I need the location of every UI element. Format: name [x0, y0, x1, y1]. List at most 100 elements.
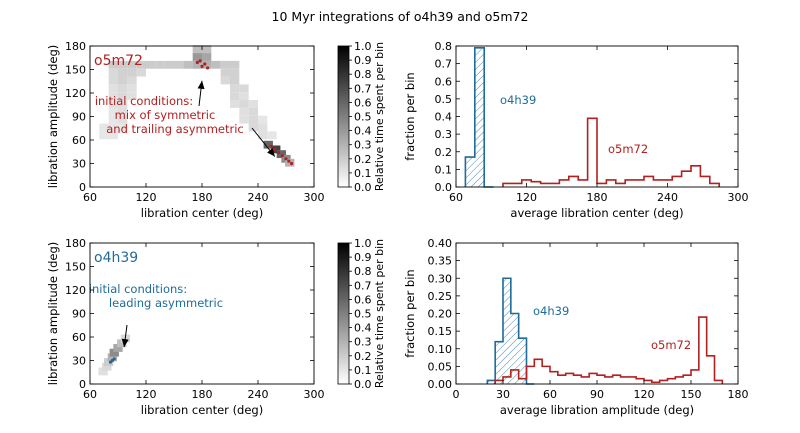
y-tick-label: 0.3 — [435, 128, 453, 141]
density-cell — [276, 150, 286, 159]
x-tick-label: 120 — [136, 191, 157, 204]
initial-condition-point — [198, 59, 202, 63]
annotation-text: initial conditions: — [95, 94, 193, 108]
x-tick-label: 60 — [543, 388, 557, 401]
colorbar-tick-label: 0.4 — [354, 125, 372, 138]
x-tick-label: 240 — [248, 388, 269, 401]
density-cell — [239, 115, 249, 124]
initial-condition-point — [280, 154, 284, 158]
series-label-o4h39: o4h39 — [500, 93, 536, 107]
x-axis-label: average libration amplitude (deg) — [500, 403, 694, 417]
series-label-o5m72: o5m72 — [608, 142, 648, 156]
density-cell — [230, 92, 240, 101]
x-tick-label: 300 — [304, 388, 325, 401]
series-label-o5m72: o5m72 — [651, 338, 691, 352]
y-tick-label: 120 — [65, 284, 86, 297]
x-tick-label: 180 — [587, 191, 608, 204]
colorbar-tick-label: 0.6 — [354, 96, 372, 109]
density-cell — [146, 60, 156, 69]
y-tick-label: 0.0 — [435, 181, 453, 194]
density-cell — [99, 123, 109, 132]
panel-bottom-right-histogram-libration-amplitude: o4h39 o5m72 0 30 60 90 120 150 180 0.00 0.05 0.10 0.… — [403, 237, 749, 417]
density-cell — [263, 140, 273, 149]
density-cell — [248, 100, 258, 108]
colorbar-label: Relative time spent per bin — [373, 42, 386, 191]
density-cell — [230, 60, 240, 69]
y-axis-label: libration amplitude (deg) — [46, 242, 60, 386]
y-tick-label: 0.25 — [428, 290, 453, 303]
object-name-label: o5m72 — [94, 53, 143, 69]
density-cell — [258, 115, 268, 124]
panel-top-left-heatmap-o5m72: 0.00.10.20.30.40.5 0.60.70.80.91.0 Relativ… — [46, 40, 386, 220]
density-cell — [104, 358, 114, 366]
density-cell — [202, 60, 212, 69]
initial-condition-point — [195, 60, 199, 65]
density-cell — [108, 84, 118, 93]
density-cell — [127, 60, 137, 69]
colorbar-tick-label: 0.5 — [354, 308, 372, 321]
y-tick-label: 0.2 — [435, 146, 453, 159]
density-cell — [98, 367, 108, 376]
density-cell — [248, 107, 258, 116]
density-cell — [230, 68, 240, 77]
colorbar-tick-label: 0.0 — [354, 378, 372, 391]
initial-condition-point — [284, 157, 288, 161]
density-cell — [127, 84, 137, 93]
density-cell — [118, 60, 128, 69]
y-tick-label: 0.10 — [428, 343, 453, 356]
colorbar-tick-label: 0.7 — [354, 279, 372, 292]
density-cell — [202, 45, 212, 54]
y-tick-label: 0 — [79, 181, 86, 194]
density-cell — [118, 123, 128, 132]
colorbar — [337, 242, 350, 385]
density-cell — [108, 92, 118, 101]
x-axis-label: libration center (deg) — [141, 206, 263, 220]
y-tick-label: 0.15 — [428, 325, 453, 338]
y-tick-label: 0.00 — [428, 378, 453, 391]
colorbar-tick-label: 0.6 — [354, 293, 372, 306]
density-cell — [108, 76, 118, 85]
density-cell — [267, 131, 277, 140]
x-tick-label: 60 — [449, 191, 463, 204]
density-cell — [127, 68, 137, 77]
density-cell — [192, 53, 202, 61]
density-cell — [136, 68, 146, 77]
density-cell — [258, 131, 268, 140]
density-cell — [230, 100, 240, 108]
histogram-fill-o4h39 — [465, 47, 494, 188]
density-cell — [108, 131, 118, 140]
y-tick-label: 0.1 — [435, 163, 453, 176]
density-cell — [127, 76, 137, 85]
density-cell — [118, 100, 128, 108]
x-tick-label: 120 — [634, 388, 655, 401]
x-tick-label: 120 — [516, 191, 537, 204]
density-cell — [230, 84, 240, 93]
y-tick-label: 0.30 — [428, 272, 453, 285]
density-cell — [113, 344, 123, 352]
density-cell — [248, 123, 258, 132]
density-cell — [109, 348, 119, 357]
colorbar-tick-label: 0.0 — [354, 181, 372, 194]
density-cell — [118, 76, 128, 85]
plot-area — [90, 243, 314, 384]
density-cell — [102, 362, 112, 371]
density-cell — [192, 45, 202, 54]
colorbar-tick-label: 0.1 — [354, 167, 372, 180]
histogram-line-o5m72 — [502, 117, 720, 187]
y-axis-label: fraction per bin — [403, 72, 417, 160]
y-tick-label: 0.35 — [428, 255, 453, 268]
colorbar-tick-label: 1.0 — [354, 237, 372, 250]
x-tick-label: 150 — [681, 388, 702, 401]
colorbar-label: Relative time spent per bin — [373, 239, 386, 388]
density-cell — [108, 100, 118, 108]
histogram-line-o5m72 — [494, 316, 724, 384]
density-cell — [230, 76, 240, 85]
y-tick-label: 150 — [65, 64, 86, 77]
density-cell — [239, 100, 249, 108]
density-cell — [220, 68, 230, 77]
colorbar-tick-label: 0.2 — [354, 350, 372, 363]
initial-condition-point — [269, 144, 273, 148]
density-cell — [108, 68, 118, 77]
density-cell — [164, 60, 174, 69]
